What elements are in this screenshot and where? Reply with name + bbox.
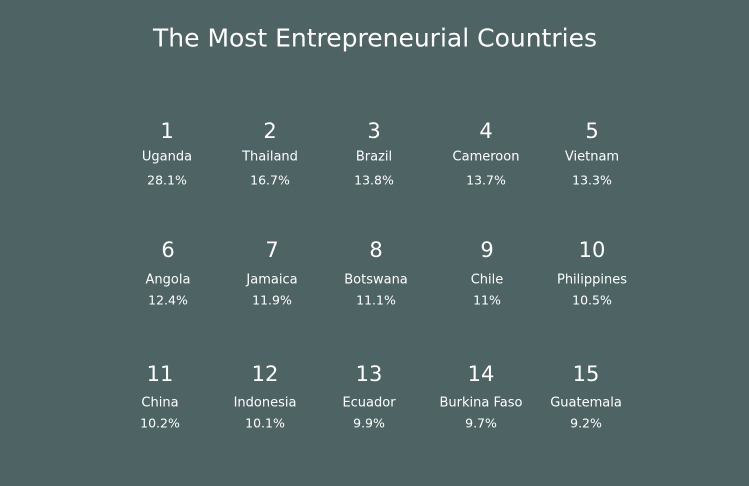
share: 13.7%: [466, 172, 506, 188]
share: 10.2%: [140, 415, 180, 431]
country: Cameroon: [452, 149, 520, 165]
share: 10.5%: [572, 292, 612, 308]
country: China: [141, 395, 179, 411]
rank: 5: [585, 119, 599, 143]
country: Angola: [145, 272, 191, 288]
rank: 4: [479, 119, 493, 143]
share: 10.1%: [245, 415, 285, 431]
share: 13.8%: [354, 172, 394, 188]
rank: 9: [480, 238, 494, 262]
rank: 2: [263, 119, 277, 143]
share: 11%: [473, 292, 501, 308]
country: Chile: [470, 272, 504, 288]
share: 28.1%: [147, 172, 187, 188]
country: Burkina Faso: [439, 395, 523, 411]
rank: 7: [265, 238, 279, 262]
rank: 11: [146, 362, 174, 386]
country: Botswana: [344, 272, 408, 288]
rank: 1: [160, 119, 174, 143]
country: Uganda: [141, 149, 193, 165]
share: 11.9%: [252, 292, 292, 308]
country: Indonesia: [233, 395, 297, 411]
title: The Most Entrepreneurial Countries: [153, 23, 597, 53]
share: 16.7%: [250, 172, 290, 188]
country: Jamaica: [246, 272, 298, 288]
rank: 8: [369, 238, 383, 262]
share: 9.7%: [465, 415, 497, 431]
country: Vietnam: [564, 149, 620, 165]
country: Philippines: [556, 272, 628, 288]
share: 9.2%: [570, 415, 602, 431]
rank: 6: [161, 238, 175, 262]
share: 12.4%: [148, 292, 188, 308]
country: Thailand: [242, 149, 298, 165]
country: Ecuador: [342, 395, 396, 411]
share: 9.9%: [353, 415, 385, 431]
rank: 14: [467, 362, 495, 386]
rank: 10: [578, 238, 606, 262]
country: Brazil: [355, 149, 393, 165]
share: 13.3%: [572, 172, 612, 188]
rank: 3: [367, 119, 381, 143]
rank: 12: [251, 362, 279, 386]
rank: 15: [572, 362, 600, 386]
rank: 13: [355, 362, 383, 386]
share: 11.1%: [356, 292, 396, 308]
country: Guatemala: [550, 395, 622, 411]
